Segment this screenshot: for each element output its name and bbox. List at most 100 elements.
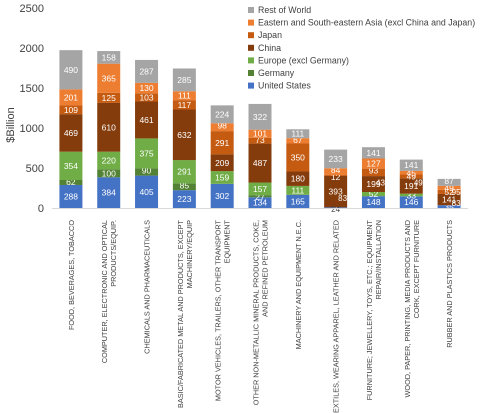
data-label: 49: [407, 171, 417, 181]
bar-segment: [324, 174, 348, 176]
data-label: 158: [102, 52, 116, 62]
bar-segment: [59, 89, 83, 106]
x-tick-label: CHEMICALS AND PHARMACEUTICALS: [143, 220, 152, 354]
bar-segment: [97, 51, 121, 64]
bar-segment: [135, 93, 159, 102]
bar-segment: [210, 171, 234, 184]
bar-segment: [286, 143, 310, 172]
bar-segment: [135, 175, 159, 208]
legend-swatch: [248, 19, 254, 26]
x-tick-label: WOOD, PAPER, PRINTING, MEDIA PRODUCTS AN…: [403, 220, 421, 398]
x-tick-label-line: TEXTILES, WEARING APPAREL, LEATHER AND R…: [332, 220, 341, 413]
y-tick-label: 500: [26, 163, 44, 175]
bar-segment: [399, 174, 423, 179]
data-label: 384: [102, 188, 116, 198]
data-label: 291: [215, 138, 229, 148]
data-label: 461: [139, 115, 153, 125]
y-axis: 0 500 1000 1500 2000 2500: [20, 3, 44, 215]
bar-segment: [172, 68, 196, 92]
bar-segment: [248, 182, 272, 196]
bar-segment: [97, 177, 121, 208]
bar-segment: [97, 151, 121, 170]
data-label: 111: [178, 91, 191, 101]
data-label: 285: [177, 75, 191, 85]
data-label: 67: [293, 135, 303, 145]
data-label: 90: [142, 165, 152, 175]
bar-segment: [248, 197, 272, 208]
x-tick-label: TEXTILES, WEARING APPAREL, LEATHER AND R…: [332, 220, 341, 413]
bar-segment: [361, 192, 385, 197]
bar-segment: [248, 103, 272, 130]
data-label: 12: [331, 172, 341, 182]
bar-segment: [172, 109, 196, 161]
bar-segment: [437, 189, 461, 194]
data-label: 93: [369, 166, 379, 176]
y-tick-label: 2500: [20, 3, 44, 15]
data-label: 87: [444, 176, 454, 186]
data-label: 469: [64, 128, 78, 138]
data-label: 288: [64, 191, 78, 201]
data-label: 85: [180, 180, 190, 190]
bar-segment: [59, 184, 83, 208]
data-label: 291: [177, 167, 191, 177]
data-label: 130: [139, 83, 153, 93]
bar-segment: [59, 151, 83, 180]
bar-segment: [135, 59, 159, 83]
data-label: 201: [64, 92, 78, 102]
data-label: 141: [442, 195, 456, 205]
data-label: 322: [253, 112, 267, 122]
x-tick-label-line: OTHER NON-METALLIC MINERAL PRODUCTS, COK…: [252, 220, 261, 405]
bar-segment: [399, 159, 423, 171]
data-label: 117: [178, 100, 192, 110]
x-tick-label-line: PRODUCTS/EQUIP.: [109, 220, 118, 287]
legend-label: United States: [258, 81, 311, 91]
x-tick-label: MOTOR VEHICLES, TRAILERS, OTHER TRANSPOR…: [214, 219, 232, 401]
x-tick-label-line: EQUIPMENT: [223, 219, 232, 263]
bar-segment: [59, 105, 83, 115]
bar-segment: [210, 154, 234, 172]
legend-swatch: [248, 70, 254, 76]
data-label: 209: [215, 158, 229, 168]
data-label: 27: [255, 192, 265, 202]
data-label: 141: [366, 148, 380, 158]
legend-label: Germany: [258, 68, 295, 78]
data-label: 62: [66, 177, 76, 187]
x-tick-label-line: MACHINERY AND EQUIPMENT N.E.C.: [294, 220, 303, 349]
bar-segment: [399, 170, 423, 175]
legend-swatch: [248, 32, 254, 39]
x-axis: FOOD, BEVERAGES, TOBACCO COMPUTER, ELECTR…: [52, 208, 468, 413]
x-tick-label: FOOD, BEVERAGES, TOBACCO: [67, 220, 76, 330]
bar-segment: [210, 183, 234, 208]
bar-segment: [437, 185, 461, 190]
data-label: 141: [404, 160, 418, 170]
data-label: 405: [139, 187, 153, 197]
data-label: 233: [329, 154, 343, 164]
data-label: 180: [291, 174, 305, 184]
bar-segment: [324, 207, 348, 208]
data-label: 49: [444, 183, 454, 193]
bar-segment: [248, 143, 272, 183]
legend-swatch: [248, 44, 254, 51]
bar-segment: [59, 114, 83, 152]
bar-segment: [437, 178, 461, 186]
data-label: 33: [407, 191, 417, 201]
y-axis-label: $Billion: [5, 107, 17, 142]
data-label: 354: [64, 161, 78, 171]
legend-swatch: [248, 7, 254, 13]
y-tick-label: 1500: [20, 83, 44, 95]
data-label: 146: [404, 197, 418, 207]
data-label: 287: [139, 66, 153, 76]
data-label: 365: [102, 73, 116, 83]
x-tick-label-line: BASIC/FABRICATED METAL AND PRODUCTS, EXC…: [176, 219, 185, 408]
x-tick-label-line: MOTOR VEHICLES, TRAILERS, OTHER TRANSPOR…: [214, 219, 223, 401]
x-tick-label-line: CORK, EXCEPT FURNITURE: [412, 220, 421, 319]
data-label: 111: [291, 129, 304, 139]
x-tick-label-line: AND REFINED PETROLEUM: [261, 220, 270, 317]
data-label: 52: [369, 189, 379, 199]
legend-label: Europe (excl Germany): [258, 55, 349, 65]
bar-segment: [399, 196, 423, 208]
bar-segment: [172, 190, 196, 208]
bar-segment: [97, 102, 121, 152]
bar-segment: [286, 171, 310, 186]
data-label: 52: [444, 187, 454, 197]
